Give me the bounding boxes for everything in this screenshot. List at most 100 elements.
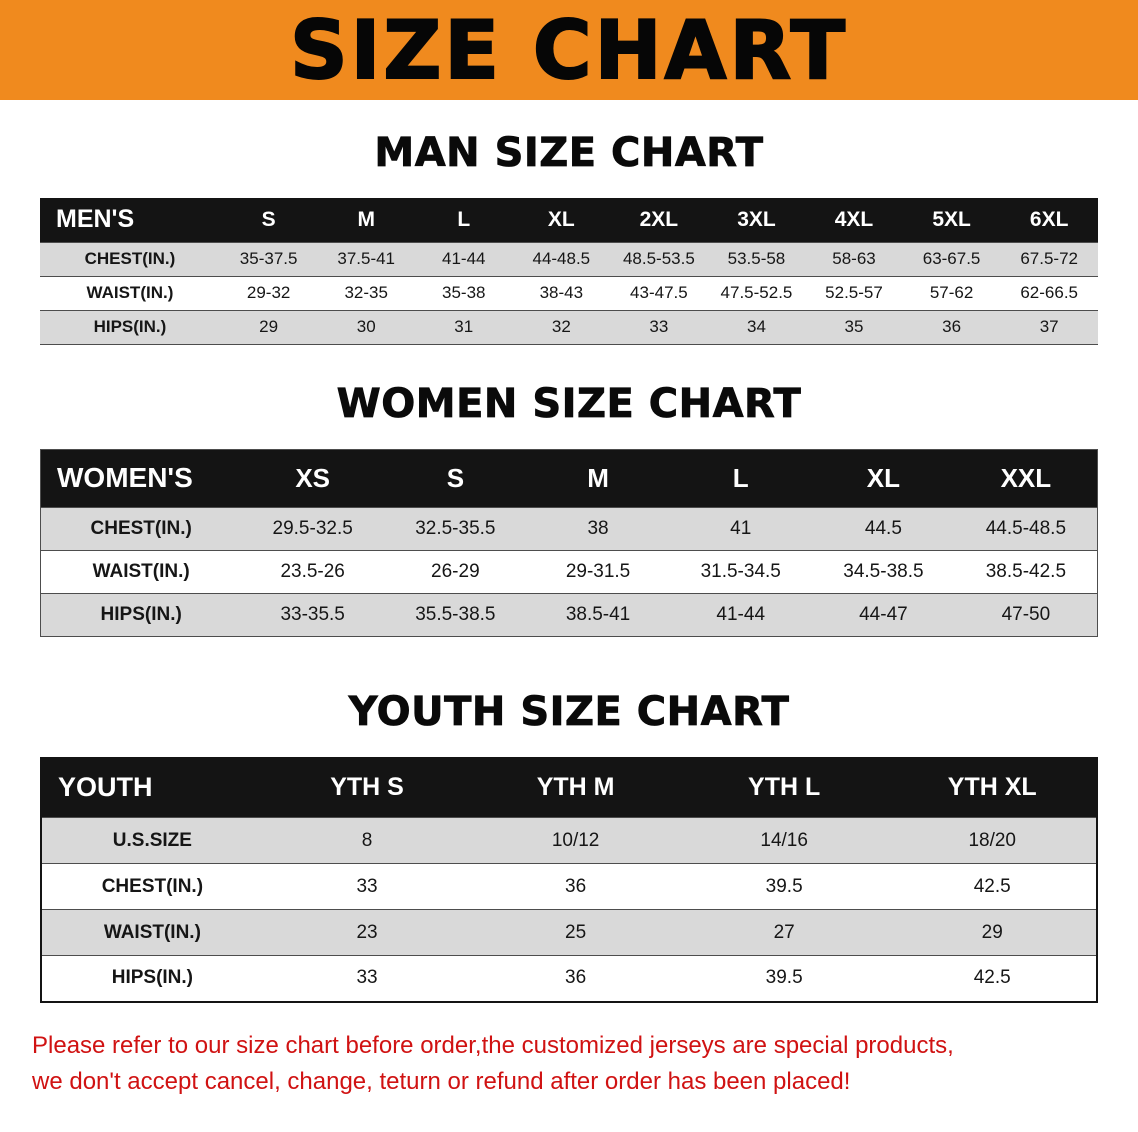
- column-header: M: [587, 462, 609, 493]
- size-cell: 31.5-34.5: [700, 560, 781, 582]
- size-cell: 34: [746, 317, 766, 336]
- column-header: YTH L: [748, 773, 821, 802]
- size-cell: 29-31.5: [565, 560, 631, 582]
- table-row: WAIST(IN.) 29-32 32-35 35-38 38-43 43-47…: [40, 276, 1098, 310]
- row-label: CHEST(IN.): [101, 875, 204, 897]
- column-header: 4XL: [834, 207, 874, 231]
- size-cell: 37: [1039, 317, 1059, 336]
- row-label: WAIST(IN.): [86, 283, 174, 302]
- row-label: U.S.SIZE: [112, 829, 192, 851]
- size-cell: 48.5-53.5: [622, 249, 695, 268]
- size-cell: 18/20: [968, 829, 1016, 851]
- size-cell: 26-29: [431, 560, 480, 582]
- page-title: SIZE CHART: [289, 3, 849, 98]
- men-table-title: MEN'S: [56, 205, 135, 234]
- column-header: YTH M: [536, 773, 615, 802]
- size-cell: 32-35: [344, 283, 388, 302]
- size-cell: 36: [565, 967, 587, 989]
- size-cell: 44-47: [859, 603, 908, 625]
- women-size-table: WOMEN'S XS S M L XL XXL CHEST(IN.) 29.5-…: [40, 448, 1098, 637]
- row-label: CHEST(IN.): [90, 517, 192, 539]
- size-cell: 63-67.5: [922, 249, 981, 268]
- size-cell: 42.5: [973, 875, 1011, 897]
- size-cell: 36: [565, 875, 587, 897]
- row-label: WAIST(IN.): [103, 921, 201, 943]
- size-cell: 44.5: [864, 517, 902, 539]
- column-header: M: [357, 207, 375, 231]
- size-cell: 29.5-32.5: [272, 517, 353, 539]
- column-header: L: [457, 207, 471, 231]
- column-header: XL: [866, 462, 901, 493]
- column-header: XXL: [1000, 462, 1052, 493]
- row-label: CHEST(IN.): [84, 249, 176, 268]
- table-row: U.S.SIZE 8 10/12 14/16 18/20: [41, 817, 1097, 864]
- size-cell: 47.5-52.5: [720, 283, 793, 302]
- size-cell: 32: [551, 317, 571, 336]
- size-cell: 38-43: [539, 283, 584, 302]
- youth-section: YOUTH SIZE CHART YOUTH YTH S YTH M YTH L…: [0, 688, 1138, 1003]
- size-cell: 41: [730, 517, 752, 539]
- banner: SIZE CHART: [0, 0, 1138, 100]
- size-cell: 35.5-38.5: [415, 603, 496, 625]
- size-cell: 33: [356, 875, 378, 897]
- size-cell: 62-66.5: [1020, 283, 1079, 302]
- size-cell: 57-62: [929, 283, 974, 302]
- table-row: WAIST(IN.) 23.5-26 26-29 29-31.5 31.5-34…: [40, 550, 1098, 593]
- size-cell: 29: [259, 317, 279, 336]
- youth-table-title: YOUTH: [58, 772, 153, 803]
- size-cell: 8: [361, 829, 373, 851]
- row-label: HIPS(IN.): [111, 967, 194, 989]
- size-cell: 33: [649, 317, 669, 336]
- column-header: 6XL: [1029, 207, 1069, 231]
- size-cell: 25: [565, 921, 587, 943]
- men-header-row: MEN'S S M L XL 2XL 3XL 4XL 5XL 6XL: [40, 198, 1098, 242]
- size-cell: 35: [844, 317, 864, 336]
- column-header: 2XL: [639, 207, 679, 231]
- size-cell: 30: [356, 317, 376, 336]
- column-header: XL: [547, 207, 575, 231]
- size-cell: 35-38: [442, 283, 486, 302]
- column-header: L: [732, 462, 749, 493]
- size-cell: 39.5: [765, 967, 803, 989]
- table-row: CHEST(IN.) 33 36 39.5 42.5: [41, 863, 1097, 910]
- size-cell: 27: [773, 921, 795, 943]
- men-heading: MAN SIZE CHART: [374, 130, 764, 177]
- size-cell: 29-32: [246, 283, 291, 302]
- youth-heading: YOUTH SIZE CHART: [348, 688, 790, 735]
- size-cell: 38: [587, 517, 609, 539]
- size-cell: 36: [942, 317, 962, 336]
- size-cell: 37.5-41: [337, 249, 396, 268]
- size-cell: 41-44: [716, 603, 766, 625]
- size-cell: 41-44: [442, 249, 486, 268]
- column-header: S: [261, 207, 276, 231]
- size-cell: 10/12: [551, 829, 600, 851]
- men-size-table: MEN'S S M L XL 2XL 3XL 4XL 5XL 6XL CHEST…: [40, 198, 1098, 345]
- size-cell: 32.5-35.5: [415, 517, 496, 539]
- table-row: CHEST(IN.) 29.5-32.5 32.5-35.5 38 41 44.…: [40, 507, 1098, 550]
- size-cell: 23: [356, 921, 378, 943]
- size-cell: 31: [454, 317, 474, 336]
- size-cell: 67.5-72: [1020, 249, 1079, 268]
- size-cell: 38.5-42.5: [985, 560, 1067, 582]
- disclaimer-line2: we don't accept cancel, change, teturn o…: [32, 1068, 851, 1096]
- disclaimer: Please refer to our size chart before or…: [0, 1029, 1138, 1101]
- size-cell: 35-37.5: [239, 249, 298, 268]
- size-cell: 44-48.5: [532, 249, 591, 268]
- disclaimer-line1: Please refer to our size chart before or…: [32, 1031, 954, 1059]
- column-header: S: [446, 462, 465, 493]
- column-header: 5XL: [932, 207, 971, 231]
- row-label: HIPS(IN.): [93, 317, 167, 336]
- column-header: YTH S: [330, 773, 404, 802]
- table-row: HIPS(IN.) 29 30 31 32 33 34 35 36 37: [40, 310, 1098, 344]
- size-cell: 23.5-26: [280, 560, 345, 582]
- table-row: HIPS(IN.) 33-35.5 35.5-38.5 38.5-41 41-4…: [40, 593, 1098, 636]
- size-cell: 47-50: [1001, 603, 1051, 625]
- table-row: WAIST(IN.) 23 25 27 29: [41, 909, 1097, 956]
- size-cell: 34.5-38.5: [843, 560, 924, 582]
- women-header-row: WOMEN'S XS S M L XL XXL: [40, 449, 1098, 507]
- table-row: HIPS(IN.) 33 36 39.5 42.5: [41, 955, 1097, 1002]
- women-table-title: WOMEN'S: [57, 462, 193, 493]
- table-row: CHEST(IN.) 35-37.5 37.5-41 41-44 44-48.5…: [40, 242, 1098, 276]
- size-cell: 33: [356, 967, 378, 989]
- youth-header-row: YOUTH YTH S YTH M YTH L YTH XL: [41, 757, 1097, 818]
